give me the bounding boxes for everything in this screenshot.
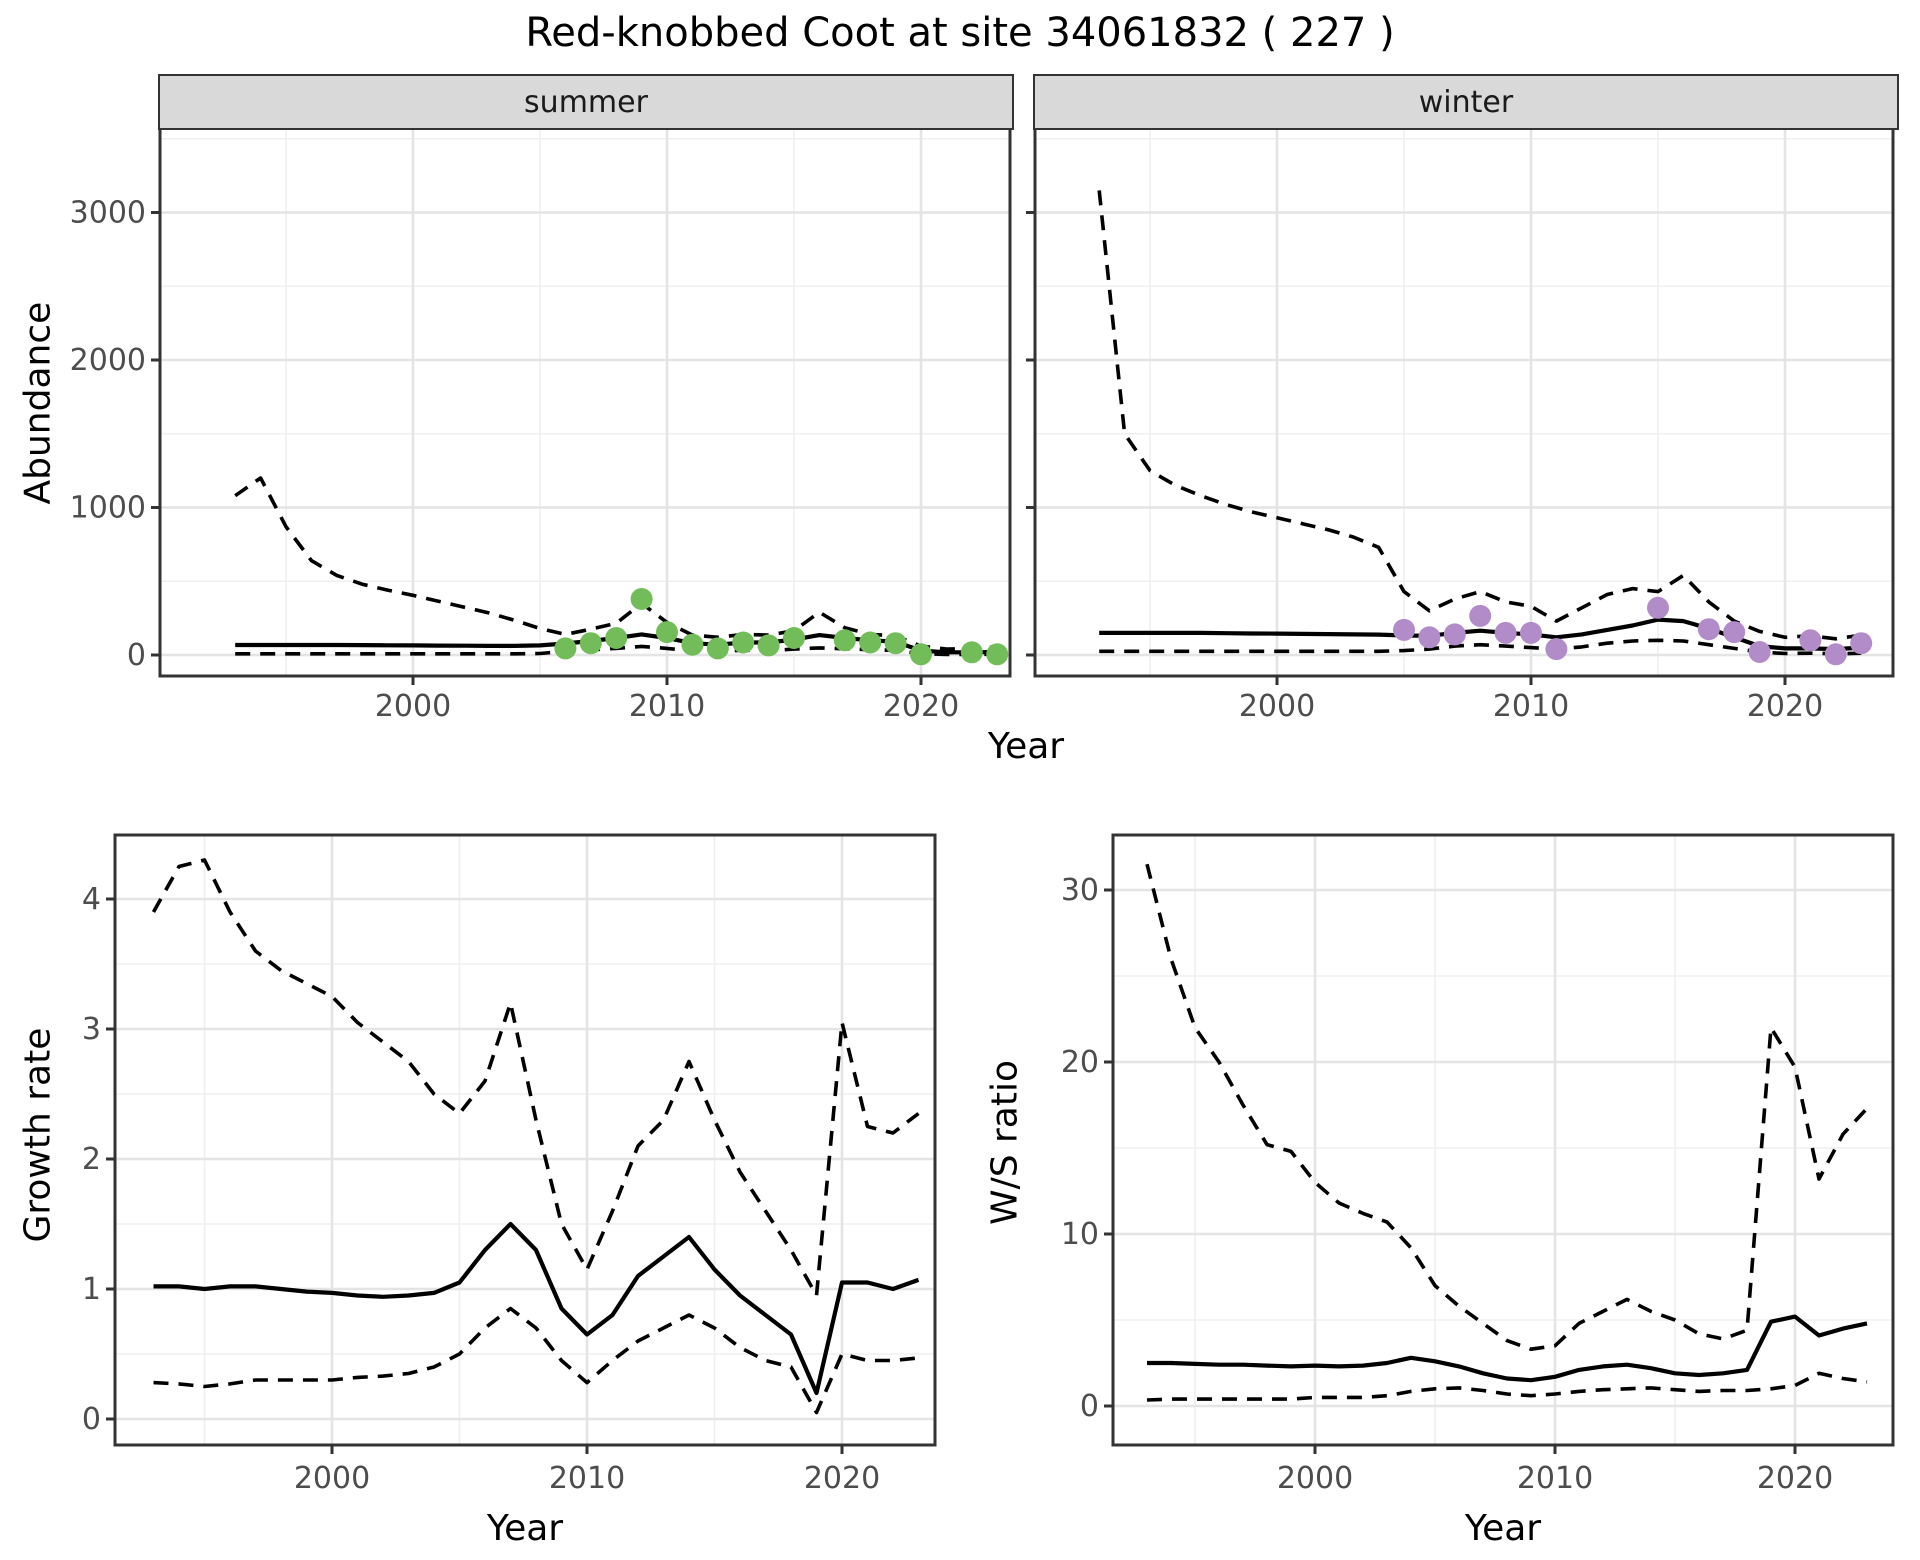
x-axis-title-bottom-left: Year — [486, 1508, 564, 1549]
x-tick-label: 2000 — [1239, 689, 1315, 724]
y-tick-label: 1 — [82, 1272, 101, 1307]
abundance_summer-observed-point — [884, 632, 907, 655]
x-tick-label: 2020 — [804, 1461, 880, 1496]
facet-strip-summer-label: summer — [524, 84, 648, 120]
facet-strip-winter-label: winter — [1418, 84, 1514, 120]
facet-strip-winter: winter — [1033, 74, 1899, 130]
y-tick-label: 30 — [1061, 873, 1099, 908]
abundance_winter-observed-point — [1799, 629, 1822, 652]
ws_ratio-lower_ci-line — [1146, 1371, 1868, 1402]
abundance_winter-observed-point — [1850, 632, 1873, 655]
abundance_summer-observed-point — [783, 627, 805, 649]
abundance_summer-observed-point — [605, 627, 628, 649]
abundance_summer-observed-point — [554, 637, 577, 660]
panel-abundance_summer: 2000 2010 2020 0 1000 2000 3000 — [70, 126, 1012, 724]
abundance_summer-observed-point — [656, 621, 678, 644]
abundance_summer-observed-point — [859, 631, 882, 654]
abundance_winter-observed-point — [1545, 638, 1568, 661]
y-tick-label: 3 — [82, 1012, 101, 1047]
plot-title: Red-knobbed Coot at site 34061832 ( 227 … — [525, 10, 1395, 56]
data-layer-abundance_summer — [234, 476, 1009, 666]
y-tick-label: 4 — [82, 882, 101, 917]
x-tick-label: 2020 — [1757, 1461, 1833, 1496]
abundance_summer-observed-point — [579, 632, 602, 655]
y-tick-label: 10 — [1061, 1217, 1099, 1252]
abundance_summer-observed-point — [833, 629, 856, 652]
abundance_winter-observed-point — [1697, 618, 1720, 641]
abundance_summer-observed-point — [757, 634, 780, 657]
y-tick-label: 1000 — [70, 491, 146, 526]
x-tick-label: 2020 — [883, 689, 959, 724]
y-tick-label: 0 — [127, 638, 146, 673]
data-layer-growth_rate — [151, 858, 920, 1415]
x-tick-label: 2000 — [294, 1461, 370, 1496]
abundance_winter-observed-point — [1494, 621, 1517, 644]
abundance_winter-observed-point — [1748, 641, 1771, 663]
data-layer-ws_ratio — [1145, 863, 1869, 1402]
facet-strip-summer: summer — [158, 74, 1014, 130]
y-tick-label: 20 — [1061, 1045, 1099, 1080]
y-tick-label: 2000 — [70, 343, 146, 378]
x-axis-title-bottom-right: Year — [1464, 1508, 1542, 1549]
abundance_summer-observed-point — [630, 588, 653, 610]
x-tick-label: 2020 — [1747, 689, 1823, 724]
y-tick-label: 0 — [82, 1402, 101, 1437]
growth_rate-upper_ci-line — [151, 858, 920, 1298]
abundance_winter-observed-point — [1469, 604, 1492, 627]
x-tick-label: 2010 — [1493, 689, 1569, 724]
abundance_winter-observed-point — [1824, 643, 1847, 666]
x-tick-label: 2010 — [629, 689, 705, 724]
ws_ratio-upper_ci-line — [1145, 863, 1869, 1351]
x-tick-label: 2000 — [1277, 1461, 1353, 1496]
y-axis-title-ws-ratio: W/S ratio — [984, 1059, 1026, 1226]
growth_rate-median-line — [153, 1221, 920, 1396]
abundance_winter-observed-point — [1520, 621, 1542, 644]
abundance_summer-observed-point — [960, 641, 983, 664]
panel-ws_ratio: 2000 2010 2020 0 10 20 30 — [1061, 833, 1895, 1496]
abundance_summer-observed-point — [681, 633, 704, 656]
y-tick-label: 3000 — [70, 196, 146, 231]
y-axis-title-abundance: Abundance — [17, 301, 59, 505]
abundance_winter-observed-point — [1723, 621, 1746, 644]
x-tick-label: 2000 — [375, 689, 451, 724]
abundance_winter-observed-point — [1418, 626, 1441, 649]
x-axis-title-top: Year — [987, 726, 1065, 767]
y-tick-label: 0 — [1080, 1389, 1099, 1424]
abundance_summer-observed-point — [706, 637, 729, 660]
x-tick-label: 2010 — [1517, 1461, 1593, 1496]
abundance_summer-observed-point — [732, 631, 755, 654]
ws_ratio-median-line — [1147, 1314, 1868, 1383]
growth_rate-lower_ci-line — [153, 1306, 919, 1415]
abundance_winter-observed-point — [1647, 596, 1669, 619]
panel-abundance_winter: 2000 2010 2020 — [1026, 126, 1895, 724]
x-tick-label: 2010 — [549, 1461, 625, 1496]
abundance_summer-observed-point — [986, 643, 1009, 666]
panel-growth_rate: 2000 2010 2020 0 1 2 3 4 — [82, 833, 937, 1496]
abundance_winter-observed-point — [1393, 618, 1415, 641]
abundance_winter-observed-point — [1443, 623, 1466, 646]
y-axis-title-growth-rate: Growth rate — [17, 1027, 59, 1243]
abundance_summer-observed-point — [910, 643, 932, 666]
data-layer-abundance_winter — [1097, 190, 1873, 666]
abundance_winter-lower_ci-line — [1099, 638, 1862, 656]
y-tick-label: 2 — [82, 1142, 101, 1177]
